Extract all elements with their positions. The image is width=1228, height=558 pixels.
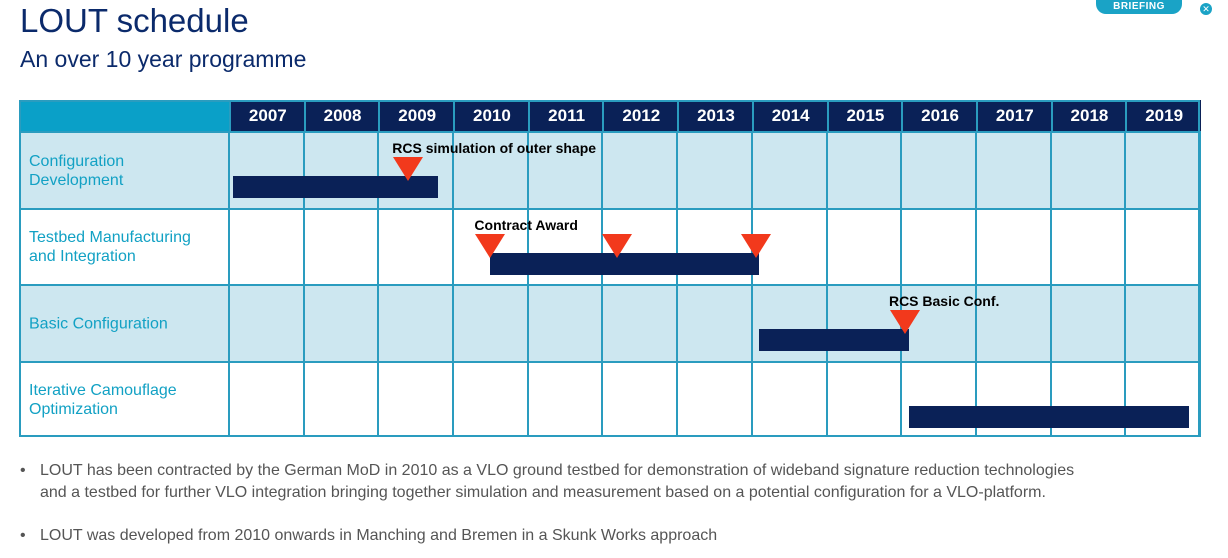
grid-line [676,131,679,437]
row-label: Iterative Camouflage Optimization [29,382,177,418]
grid-line [825,131,828,437]
year-header: 2015 [826,100,903,131]
briefing-logo: BRIEFING [1096,0,1182,14]
page-title: LOUT schedule [20,2,249,39]
year-header: 2017 [975,100,1052,131]
milestone-triangle-icon [475,233,506,258]
schedule-bar [908,405,1189,428]
grid-line [302,131,305,437]
row-label: Basic Configuration [29,315,168,332]
grid-line [974,131,977,437]
milestone-label: RCS Basic Conf. [888,293,1000,309]
year-header: 2012 [602,100,679,131]
bullet-item: LOUT has been contracted by the German M… [20,460,1080,504]
grid-line [452,131,455,437]
schedule-row: Testbed Manufacturing and Integration [19,207,1200,285]
grid-line [601,131,604,437]
year-header: 2007 [229,100,305,131]
page-subtitle: An over 10 year programme [20,46,307,72]
schedule-bar [232,176,439,198]
year-header: 2019 [1125,100,1201,131]
close-icon: ✕ [1200,3,1212,15]
bullet-item: LOUT was developed from 2010 onwards in … [20,525,1080,547]
bullet-list: LOUT has been contracted by the German M… [20,460,1080,547]
milestone-triangle-icon [740,233,771,258]
schedule-row: Configuration Development [19,131,1200,208]
year-header: 2014 [751,100,828,131]
grid-line [1199,131,1201,437]
milestone-triangle-icon [889,310,920,334]
milestone-triangle-icon [393,157,424,181]
year-header: 2009 [378,100,455,131]
year-header: 2016 [901,100,977,131]
year-header: 2011 [527,100,604,131]
year-header: 2018 [1050,100,1127,131]
schedule-bar [490,252,760,275]
grid-line [1049,131,1052,437]
milestone-label: RCS simulation of outer shape [392,140,597,156]
year-header: 2013 [677,100,753,131]
schedule-row: Basic Configuration [19,284,1200,361]
row-label: Configuration Development [29,152,125,189]
grid-line [228,131,230,437]
schedule-gantt: 2007 2008 2009 2010 2011 2012 2013 2014 2015 2016… [19,100,1201,438]
grid-line [377,131,380,437]
milestone-triangle-icon [602,233,633,258]
header-corner [19,100,229,131]
schedule-bar [759,329,909,351]
year-header: 2010 [453,100,529,131]
grid-line [900,131,903,437]
schedule-row: Iterative Camouflage Optimization [19,360,1200,438]
milestone-label: Contract Award [474,216,578,233]
grid-line [526,131,529,437]
grid-line [1124,131,1127,437]
year-header: 2008 [303,100,380,131]
grid-line [750,131,753,437]
row-label: Testbed Manufacturing and Integration [29,229,191,265]
